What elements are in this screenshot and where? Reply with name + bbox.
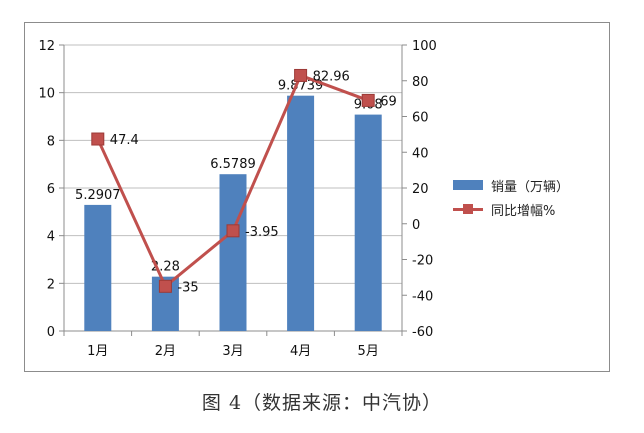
- chart-plot: 0 2 4 6 8 10 12 -60 -40 -20 0 20 40 60 80 100 1月 2月 3月 4月 5月…: [38, 39, 437, 359]
- legend-item-bar: 销量（万辆）: [453, 173, 569, 197]
- figure-caption: 图 4（数据来源：中汽协）: [201, 392, 443, 414]
- bar-data-label: 9.8739: [278, 79, 324, 94]
- line-marker: [91, 132, 105, 146]
- line-data-label: -35: [177, 280, 198, 295]
- x-tick-label: 4月: [290, 344, 311, 359]
- y-right-tick-label: -20: [412, 254, 433, 269]
- legend-item-line: 同比增幅%: [453, 197, 569, 221]
- line-data-label: 69: [380, 94, 397, 109]
- y-left-tick-label: 10: [38, 87, 55, 102]
- x-tick-label: 5月: [358, 344, 379, 359]
- y-right-tick-label: 20: [412, 182, 429, 197]
- x-tick-label: 1月: [87, 344, 108, 359]
- bar: [354, 114, 382, 332]
- legend-line-swatch: [453, 202, 483, 216]
- y-right-tick-label: 0: [412, 218, 420, 233]
- y-left-tick-label: 6: [47, 182, 55, 197]
- chart-frame: 0 2 4 6 8 10 12 -60 -40 -20 0 20 40 60 80 100 1月 2月 3月 4月 5月…: [24, 22, 610, 372]
- y-right-tick-label: -40: [412, 289, 433, 304]
- y-right-tick-label: 40: [412, 146, 429, 161]
- legend-line-label: 同比增幅%: [491, 203, 556, 219]
- y-right-tick-label: -60: [412, 325, 433, 340]
- line-data-label: 82.96: [313, 69, 350, 84]
- legend: 销量（万辆） 同比增幅%: [453, 173, 569, 221]
- legend-bar-label: 销量（万辆）: [491, 179, 570, 195]
- line-marker: [294, 68, 308, 82]
- y-left-tick-label: 12: [38, 39, 55, 54]
- bar-data-label: 6.5789: [210, 157, 256, 172]
- line-data-label: 47.4: [110, 133, 139, 148]
- line-marker: [226, 224, 240, 238]
- legend-bar-swatch: [453, 180, 483, 190]
- line-marker: [158, 279, 172, 293]
- bar: [219, 174, 247, 331]
- y-left-tick-label: 8: [47, 134, 55, 149]
- x-tick-label: 2月: [155, 344, 176, 359]
- y-right-tick-label: 100: [412, 39, 437, 54]
- bar-data-label: 5.2907: [75, 188, 121, 203]
- y-left-tick-label: 2: [47, 277, 55, 292]
- y-left-tick-label: 4: [47, 230, 55, 245]
- line-marker: [361, 93, 375, 107]
- y-right-tick-label: 80: [412, 75, 429, 90]
- bar: [84, 204, 112, 331]
- y-left-tick-label: 0: [47, 325, 55, 340]
- bar: [287, 95, 315, 331]
- x-tick-label: 3月: [222, 344, 243, 359]
- y-right-tick-label: 60: [412, 111, 429, 126]
- line-data-label: -3.95: [245, 225, 279, 240]
